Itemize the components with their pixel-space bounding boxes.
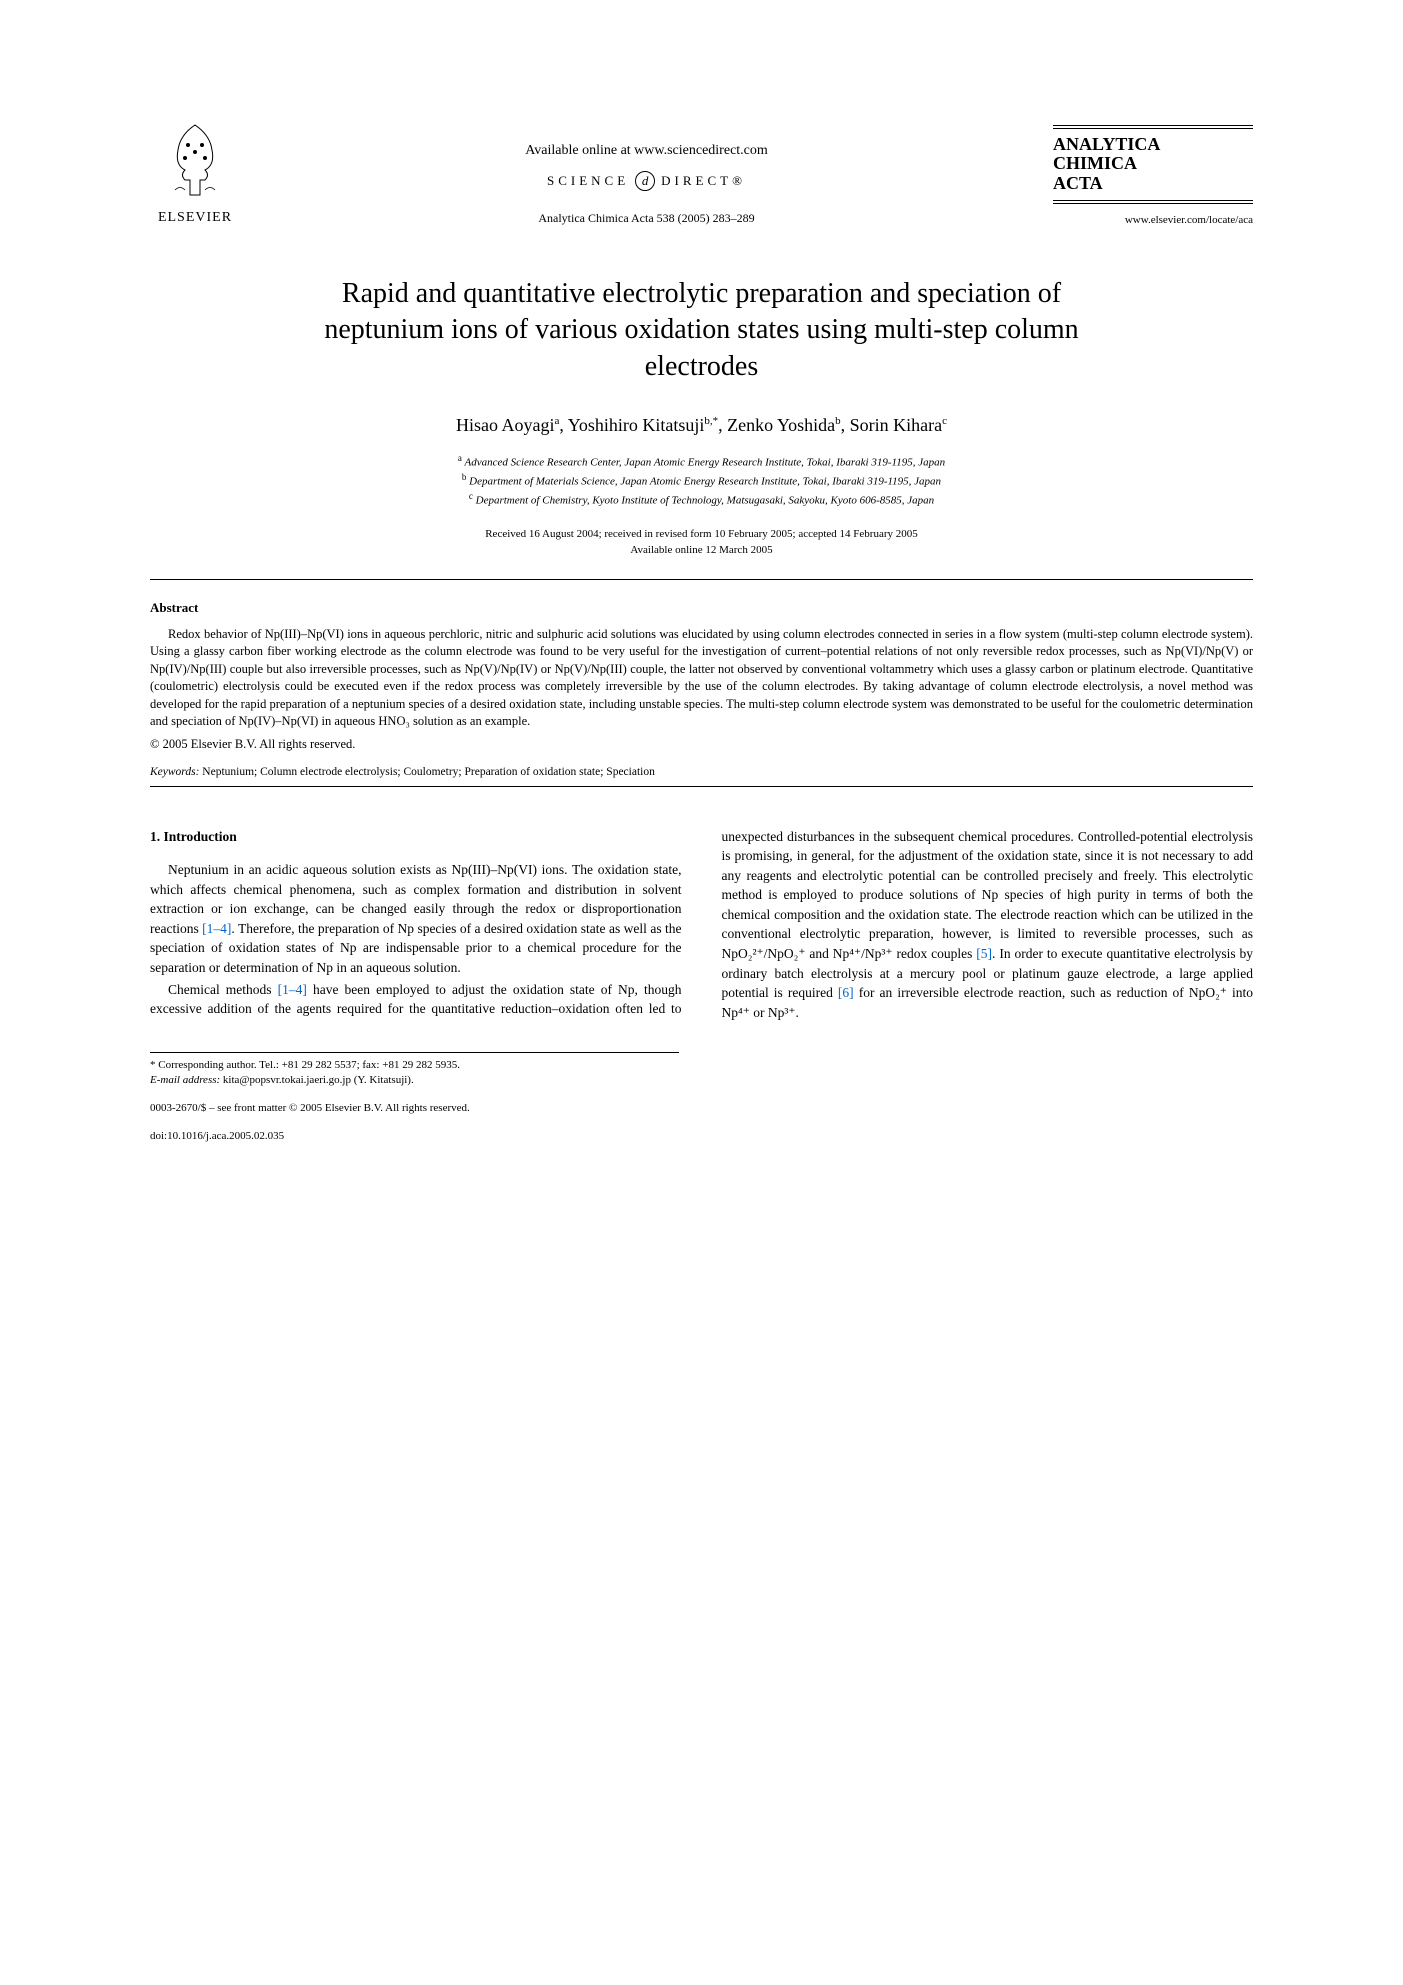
abstract-heading: Abstract xyxy=(150,600,1253,616)
body-columns: 1. Introduction Neptunium in an acidic a… xyxy=(150,827,1253,1023)
affiliation-b-text: Department of Materials Science, Japan A… xyxy=(469,476,941,488)
affiliations: a Advanced Science Research Center, Japa… xyxy=(150,452,1253,509)
p2-pre: Chemical methods xyxy=(168,982,278,997)
elsevier-tree-icon xyxy=(160,120,230,200)
copyright: © 2005 Elsevier B.V. All rights reserved… xyxy=(150,737,1253,752)
section-heading-intro: 1. Introduction xyxy=(150,827,682,847)
affiliation-a: a Advanced Science Research Center, Japa… xyxy=(150,452,1253,471)
journal-box: ANALYTICA CHIMICA ACTA www.elsevier.com/… xyxy=(1053,123,1253,226)
header-center: Available online at www.sciencedirect.co… xyxy=(240,143,1053,226)
journal-url: www.elsevier.com/locate/aca xyxy=(1053,214,1253,226)
ref-link-3[interactable]: [5] xyxy=(976,946,992,961)
ref-link-2[interactable]: [1–4] xyxy=(278,982,307,997)
abstract-text: Redox behavior of Np(III)–Np(VI) ions in… xyxy=(150,626,1253,731)
abstract-body: Redox behavior of Np(III)–Np(VI) ions in… xyxy=(150,626,1253,731)
publisher-logo: ELSEVIER xyxy=(150,120,240,226)
ref-link-4[interactable]: [6] xyxy=(838,985,854,1000)
footnotes: * Corresponding author. Tel.: +81 29 282… xyxy=(150,1052,679,1086)
affiliation-c: c Department of Chemistry, Kyoto Institu… xyxy=(150,490,1253,509)
journal-name-line3: ACTA xyxy=(1053,174,1253,194)
sd-right: DIRECT® xyxy=(661,173,746,189)
ref-link-1[interactable]: [1–4] xyxy=(202,921,231,936)
keywords-label: Keywords: xyxy=(150,766,199,778)
article-dates: Received 16 August 2004; received in rev… xyxy=(150,526,1253,559)
intro-paragraph-1: Neptunium in an acidic aqueous solution … xyxy=(150,860,682,977)
authors: Hisao Aoyagia, Yoshihiro Kitatsujib,*, Z… xyxy=(150,415,1253,436)
online-date: Available online 12 March 2005 xyxy=(150,542,1253,559)
keywords: Keywords: Neptunium; Column electrode el… xyxy=(150,766,1253,778)
divider xyxy=(150,579,1253,580)
publisher-name: ELSEVIER xyxy=(150,210,240,226)
email-label: E-mail address: xyxy=(150,1074,220,1086)
sd-left: SCIENCE xyxy=(547,173,629,189)
journal-name-line2: CHIMICA xyxy=(1053,154,1253,174)
corresponding-author: * Corresponding author. Tel.: +81 29 282… xyxy=(150,1059,679,1071)
page-header: ELSEVIER Available online at www.science… xyxy=(150,120,1253,226)
affiliation-a-text: Advanced Science Research Center, Japan … xyxy=(464,457,945,469)
footer-issn: 0003-2670/$ – see front matter © 2005 El… xyxy=(150,1102,1253,1114)
footer-doi: doi:10.1016/j.aca.2005.02.035 xyxy=(150,1130,1253,1142)
affiliation-c-text: Department of Chemistry, Kyoto Institute… xyxy=(476,495,935,507)
keywords-text: Neptunium; Column electrode electrolysis… xyxy=(202,766,655,778)
available-online-text: Available online at www.sciencedirect.co… xyxy=(260,143,1033,159)
email-line: E-mail address: kita@popsvr.tokai.jaeri.… xyxy=(150,1074,679,1086)
received-date: Received 16 August 2004; received in rev… xyxy=(150,526,1253,543)
divider xyxy=(150,786,1253,787)
journal-name-line1: ANALYTICA xyxy=(1053,135,1253,155)
sd-icon: d xyxy=(635,171,655,191)
journal-name: ANALYTICA CHIMICA ACTA xyxy=(1053,131,1253,198)
science-direct-logo: SCIENCE d DIRECT® xyxy=(260,171,1033,191)
article-title: Rapid and quantitative electrolytic prep… xyxy=(302,276,1102,385)
affiliation-b: b Department of Materials Science, Japan… xyxy=(150,471,1253,490)
journal-reference: Analytica Chimica Acta 538 (2005) 283–28… xyxy=(260,211,1033,226)
email-address: kita@popsvr.tokai.jaeri.go.jp (Y. Kitats… xyxy=(223,1074,414,1086)
